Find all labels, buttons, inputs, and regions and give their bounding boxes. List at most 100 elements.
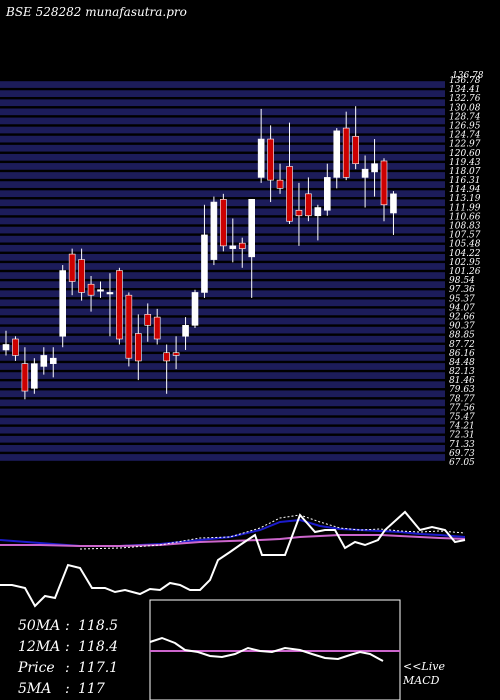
candle-body bbox=[201, 234, 208, 293]
candle-body bbox=[342, 127, 350, 178]
price-band bbox=[0, 290, 445, 298]
stat-50ma: 118.5 bbox=[78, 618, 118, 634]
price-tick-label: 102.95 bbox=[449, 258, 481, 268]
macd-line bbox=[149, 636, 384, 662]
price-band bbox=[0, 317, 445, 325]
price-tick-label: 71.33 bbox=[449, 440, 475, 450]
price-tick-label: 130.08 bbox=[449, 103, 481, 113]
candle-body bbox=[333, 130, 341, 178]
price-band bbox=[0, 272, 445, 279]
stat-sep-12ma: : bbox=[65, 639, 70, 655]
stats-block: 50MA : 118.5 12MA : 118.4 Price : 117.1 … bbox=[17, 618, 118, 697]
price-tick-label: 92.66 bbox=[449, 312, 475, 322]
candle-body bbox=[323, 177, 331, 211]
price-band bbox=[0, 299, 445, 307]
axis-background bbox=[445, 80, 500, 462]
price-tick-label: 108.83 bbox=[449, 222, 481, 232]
price-tick-label: 87.72 bbox=[449, 340, 475, 350]
stat-5ma: 117 bbox=[78, 681, 105, 697]
price-band bbox=[0, 181, 445, 188]
candle-body bbox=[276, 179, 284, 189]
price-tick-label: 72.31 bbox=[449, 431, 475, 441]
candle-body bbox=[12, 338, 19, 356]
stat-label-50ma: 50MA bbox=[18, 618, 60, 634]
price-band bbox=[0, 390, 445, 398]
price-axis: 136.78134.41132.76130.08128.74126.95124.… bbox=[449, 71, 484, 468]
candle-body bbox=[163, 352, 170, 362]
price-tick-label: 114.94 bbox=[449, 185, 481, 195]
candle-body bbox=[78, 259, 85, 293]
price-band bbox=[0, 135, 445, 143]
price-band bbox=[0, 108, 445, 116]
price-band bbox=[0, 153, 445, 161]
price-tick-label: 81.46 bbox=[449, 376, 475, 386]
price-tick-label: 120.60 bbox=[449, 149, 481, 159]
price-tick-label: 95.37 bbox=[449, 294, 475, 304]
candle-body bbox=[97, 289, 104, 292]
candle-body bbox=[380, 160, 388, 206]
candle-body bbox=[248, 199, 255, 258]
price-tick-label: 105.48 bbox=[449, 240, 481, 250]
stat-sep-price: : bbox=[65, 660, 70, 676]
price-band bbox=[0, 435, 445, 443]
price-tick-label: 94.07 bbox=[449, 303, 475, 313]
price-top-label: 136.78 bbox=[452, 71, 484, 81]
candle-body bbox=[2, 344, 10, 351]
candle-body bbox=[135, 333, 142, 362]
candle-body bbox=[172, 352, 180, 356]
stat-12ma: 118.4 bbox=[78, 639, 118, 655]
candle-body bbox=[153, 316, 161, 340]
price-tick-label: 126.95 bbox=[449, 121, 481, 131]
stat-value-50ma: : bbox=[65, 618, 70, 634]
price-tick-label: 86.16 bbox=[449, 349, 475, 359]
price-tick-label: 132.76 bbox=[449, 94, 481, 104]
price-tick-label: 119.43 bbox=[449, 158, 481, 168]
price-band bbox=[0, 244, 445, 252]
chart-title: BSE 528282 munafasutra.pro bbox=[5, 5, 187, 19]
price-tick-label: 111.99 bbox=[449, 203, 481, 213]
price-band bbox=[0, 163, 445, 170]
stat-label-price: Price bbox=[17, 660, 55, 676]
price-tick-label: 88.85 bbox=[449, 331, 475, 341]
price-band bbox=[0, 117, 445, 125]
candle-body bbox=[116, 270, 123, 340]
candle-body bbox=[267, 138, 274, 181]
candle-body bbox=[352, 136, 359, 165]
candle-body bbox=[305, 193, 312, 217]
price-tick-label: 124.74 bbox=[449, 131, 481, 141]
candle-body bbox=[286, 166, 293, 222]
price-tick-label: 67.05 bbox=[449, 458, 475, 468]
indicator-panel bbox=[0, 510, 466, 608]
candle-body bbox=[125, 294, 133, 359]
price-tick-label: 136.78 bbox=[449, 76, 481, 86]
candle-body bbox=[220, 199, 227, 247]
price-tick-label: 116.31 bbox=[449, 176, 481, 186]
candle-body bbox=[257, 138, 265, 178]
price-band bbox=[0, 454, 445, 461]
price-band bbox=[0, 354, 445, 361]
price-tick-label: 90.37 bbox=[449, 322, 475, 332]
candle-body bbox=[59, 270, 67, 337]
price-band bbox=[0, 344, 445, 352]
macd-label-line2: MACD bbox=[402, 674, 440, 687]
candle-body bbox=[49, 357, 57, 364]
price-tick-label: 128.74 bbox=[449, 112, 481, 122]
macd-label-line1: <<Live bbox=[403, 660, 445, 673]
candle-body bbox=[68, 253, 76, 282]
price-band bbox=[0, 363, 445, 370]
price-band bbox=[0, 281, 445, 288]
price-tick-label: 77.56 bbox=[449, 403, 475, 413]
candle-body bbox=[210, 201, 218, 260]
price-tick-label: 79.63 bbox=[449, 385, 475, 395]
price-band bbox=[0, 126, 445, 134]
price-band bbox=[0, 381, 445, 389]
price-tick-label: 118.07 bbox=[449, 167, 481, 177]
price-tick-label: 78.77 bbox=[449, 394, 475, 404]
price-band bbox=[0, 190, 445, 198]
price-band bbox=[0, 81, 445, 88]
price-tick-label: 107.57 bbox=[449, 231, 481, 241]
candles bbox=[2, 106, 397, 400]
price-band bbox=[0, 99, 445, 107]
price-tick-label: 98.54 bbox=[449, 276, 475, 286]
